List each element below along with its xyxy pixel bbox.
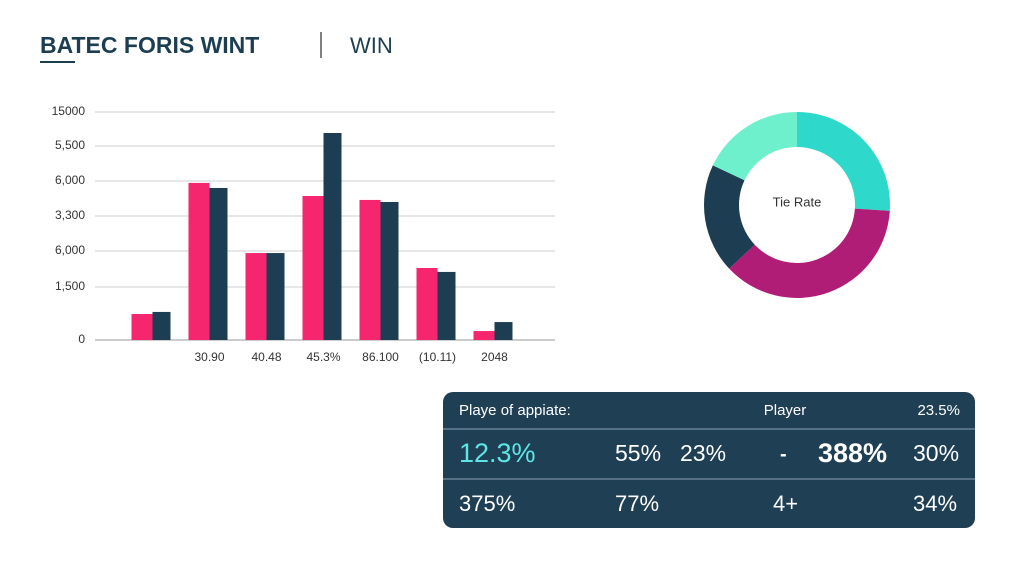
bar [245, 253, 267, 340]
table-cell: Player [764, 402, 807, 419]
bar [473, 331, 495, 340]
table-cell: - [780, 443, 787, 465]
table-cell: 388% [818, 438, 887, 468]
bar [302, 196, 324, 340]
donut-segment [712, 112, 797, 181]
x-tick-label: 45.3% [306, 350, 340, 364]
y-tick-label: 3,300 [55, 208, 85, 222]
table-cell: 12.3% [459, 438, 536, 468]
y-tick-label: 5,500 [55, 138, 85, 152]
title: BATEC FORIS WINT [40, 32, 259, 58]
table-cell: 23.5% [917, 402, 960, 419]
table-cell: 55% [615, 440, 661, 466]
stats-table: Playe of appiate: Player 23.5% 12.3% 55% 23% -… [459, 402, 960, 516]
y-tick-label: 1,500 [55, 279, 85, 293]
bar [494, 322, 513, 340]
table-cell: 34% [913, 491, 957, 516]
x-tick-label: 86.100 [362, 350, 399, 364]
donut-center-label: Tie Rate [773, 194, 822, 209]
x-tick-label: 40.48 [251, 350, 281, 364]
table-cell: 4+ [773, 491, 798, 516]
y-tick-label: 0 [78, 332, 85, 346]
bar [188, 182, 210, 340]
donut-segment [729, 208, 890, 298]
donut-segment [704, 165, 755, 269]
y-tick-label: 6,000 [55, 243, 85, 257]
table-cell: 77% [615, 491, 659, 516]
table-cell: 30% [913, 440, 959, 466]
bar [416, 268, 438, 340]
bar [152, 311, 171, 340]
bar [323, 133, 342, 340]
bar [380, 202, 399, 340]
subtitle: WIN [350, 33, 393, 58]
table-cell: Playe of appiate: [459, 402, 571, 419]
table-cell: 375% [459, 491, 515, 516]
bar [209, 187, 228, 340]
bar [359, 199, 381, 340]
stats-panel [443, 392, 975, 528]
y-tick-label: 15000 [52, 104, 86, 118]
bar [266, 253, 285, 340]
x-tick-label: 2048 [481, 350, 508, 364]
x-tick-label: (10.11) [419, 350, 456, 364]
table-cell: 23% [680, 440, 726, 466]
bar-chart: 15000 5,500 6,000 3,300 6,000 1,500 0 30.90 40.4… [52, 104, 555, 364]
bar [437, 271, 456, 340]
x-tick-label: 30.90 [194, 350, 224, 364]
y-tick-label: 6,000 [55, 173, 85, 187]
bar [131, 314, 153, 340]
donut-chart: Tie Rate [704, 112, 890, 298]
donut-segment [797, 112, 890, 211]
